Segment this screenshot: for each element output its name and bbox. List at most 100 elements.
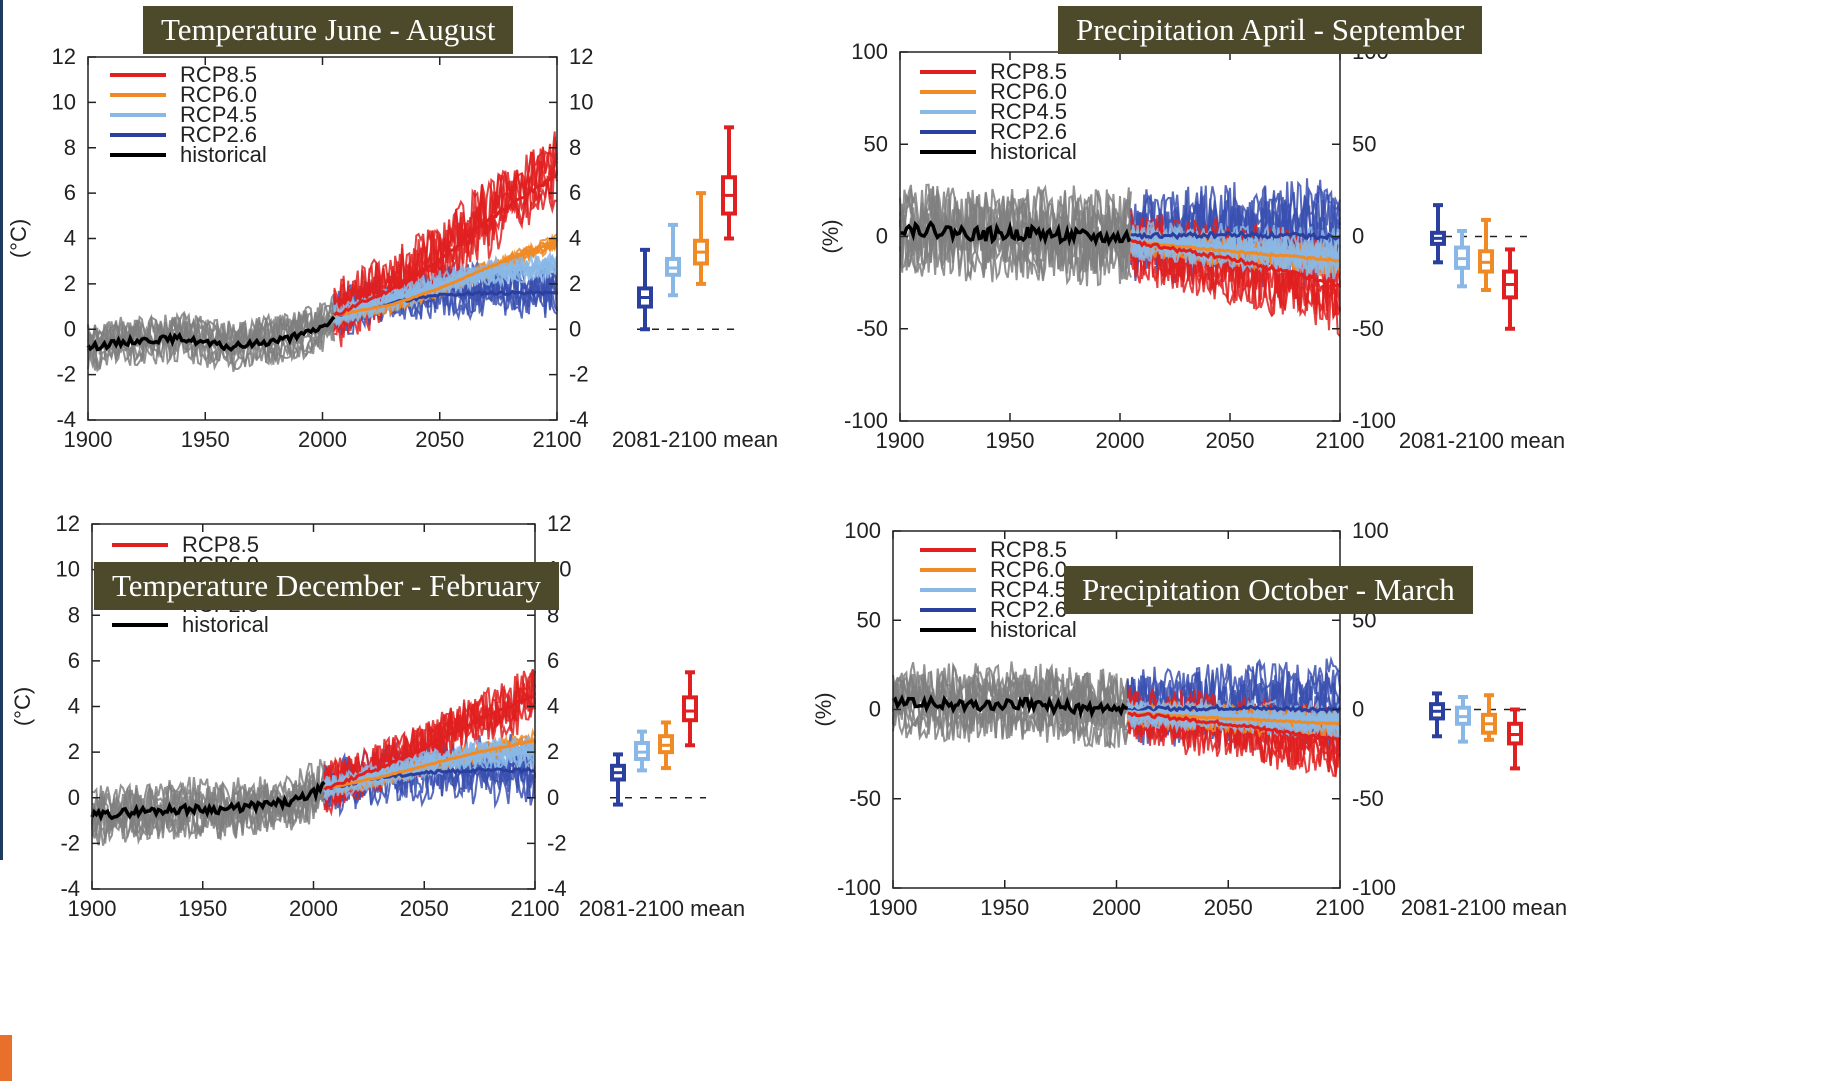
y-tick-label-left: -50 [849,786,881,811]
y-tick-label-left: -50 [856,316,888,341]
y-tick-label-right: -100 [1352,875,1396,900]
x-tick-label: 2050 [1206,428,1255,453]
y-tick-label-right: -4 [547,876,567,901]
ensemble-member-line-rcp85 [333,136,558,336]
chart-panel-temperature-jja: -4 -4 -2 -2 0 0 2 2 4 4 6 6 8 8 10 10 12 12 1900 1950 2000 20… [0,0,920,540]
x-tick-label: 2050 [400,896,449,921]
series-mean-line-historical [86,315,336,353]
legend-label: RCP2.6 [990,597,1067,622]
y-tick-label-right: -50 [1352,786,1384,811]
x-tick-label: 2100 [511,896,560,921]
y-tick-label-left: -4 [56,407,76,432]
legend-label: RCP8.5 [182,532,259,557]
boxplot-period-label: 2081-2100 mean [1399,428,1565,453]
x-tick-label: 1900 [869,895,918,920]
ensemble-member-line-historical [892,661,1129,718]
chart-title: Temperature December - February [94,562,560,610]
x-tick-label: 2050 [1204,895,1253,920]
y-tick-label-right: -2 [569,362,589,387]
y-tick-label-left: 4 [64,226,76,251]
legend-label: historical [990,139,1077,164]
boxplot-period-label: 2081-2100 mean [579,896,745,921]
series-mean-line-rcp45 [333,263,558,317]
y-axis-label: (°C) [6,219,31,258]
legend-label: historical [990,617,1077,642]
x-tick-label: 2000 [298,427,347,452]
x-tick-label: 2000 [1092,895,1141,920]
chart-svg-precipitation-amjjas: -100-100-50-5000505010010019001950200020… [818,39,1565,453]
box-plot-rcp26 [1430,203,1446,265]
x-tick-label: 1950 [181,427,230,452]
x-tick-label: 1900 [876,428,925,453]
legend-label: RCP8.5 [990,537,1067,562]
series-mean-line-rcp60 [1130,239,1340,263]
y-tick-label-right: 100 [1352,518,1389,543]
box-plot-rcp26 [610,752,626,807]
y-tick-label-right: 0 [1352,697,1364,722]
y-tick-label-right: 4 [569,226,581,251]
y-tick-label-left: 100 [844,518,881,543]
y-tick-label-right: 0 [547,785,559,810]
x-tick-label: 2100 [1316,428,1365,453]
y-tick-label-left: 12 [52,44,76,69]
chart-panel-precipitation-amjjas: -100 -100 -50 -50 0 0 50 50 100 100 1900 1950 2000 20… [818,0,1841,540]
boxplot-period-label: 2081-2100 mean [612,427,778,452]
x-tick-label: 2100 [533,427,582,452]
ensemble-member-line-rcp85 [1130,228,1341,331]
series-mean-line-historical [891,693,1128,720]
box-plot-rcp85 [1502,247,1518,331]
y-tick-label-right: 2 [569,271,581,296]
y-tick-label-left: 6 [64,180,76,205]
series-mean-line-rcp45 [1130,237,1341,258]
y-tick-label-left: 2 [68,739,80,764]
y-tick-label-left: -100 [844,408,888,433]
y-tick-label-left: 0 [876,224,888,249]
legend-label: RCP4.5 [180,102,257,127]
y-tick-label-left: 2 [64,271,76,296]
slide-left-edge [0,0,3,860]
chart-svg-temperature-jja: -4 -4 -2 -2 0 0 2 2 4 4 6 6 8 8 10 10 12 12 1900 1950 2000 20… [6,44,778,452]
x-tick-label: 2050 [415,427,464,452]
series-mean-line-rcp85 [1127,711,1342,744]
y-tick-label-left: -100 [837,875,881,900]
box-plot-rcp45 [1455,695,1471,744]
ensemble-member-line-rcp45 [1130,222,1341,266]
legend-label: RCP2.6 [180,122,257,147]
x-tick-label: 2000 [1096,428,1145,453]
y-tick-label-left: 8 [64,135,76,160]
y-tick-label-left: 0 [64,316,76,341]
legend-label: RCP8.5 [990,59,1067,84]
x-tick-label: 1950 [986,428,1035,453]
box-plot-rcp26 [637,247,653,332]
y-tick-label-left: 8 [68,602,80,627]
x-tick-label: 1900 [68,896,117,921]
legend-label: RCP6.0 [990,79,1067,104]
y-tick-label-left: 12 [56,511,80,536]
series-mean-line-rcp85 [333,173,559,317]
y-axis-label: (°C) [10,687,35,726]
legend-label: RCP4.5 [990,577,1067,602]
chart-panel-temperature-djf: -4 -4 -2 -2 0 0 2 2 4 4 6 6 8 8 10 10 12 12 1900 1950 2000 20… [0,511,920,1081]
boxplot-period-label: 2081-2100 mean [1401,895,1567,920]
x-tick-label: 1900 [64,427,113,452]
chart-title: Temperature June - August [143,6,514,54]
y-tick-label-right: 12 [547,511,571,536]
x-tick-label: 2100 [1316,895,1365,920]
chart-panel-precipitation-ondjfm: -100 -100 -50 -50 0 0 50 50 100 100 1900 1950 2000 20… [811,518,1841,1081]
y-tick-label-left: -2 [56,362,76,387]
y-tick-label-left: 0 [869,697,881,722]
y-tick-label-right: 10 [569,89,593,114]
ensemble-member-line-historical [899,218,1132,284]
legend-label: RCP4.5 [990,99,1067,124]
y-tick-label-left: 50 [864,131,888,156]
series-mean-line-rcp45 [1127,709,1341,721]
box-plot-rcp60 [1481,693,1497,742]
y-tick-label-right: -100 [1352,408,1396,433]
legend-label: RCP8.5 [180,62,257,87]
y-tick-label-right: -4 [569,407,589,432]
y-tick-label-left: -4 [60,876,80,901]
ensemble-member-line-rcp85 [333,152,558,338]
legend-label: historical [180,142,267,167]
series-mean-line-historical [90,780,326,822]
ensemble-member-line-historical [87,318,336,373]
